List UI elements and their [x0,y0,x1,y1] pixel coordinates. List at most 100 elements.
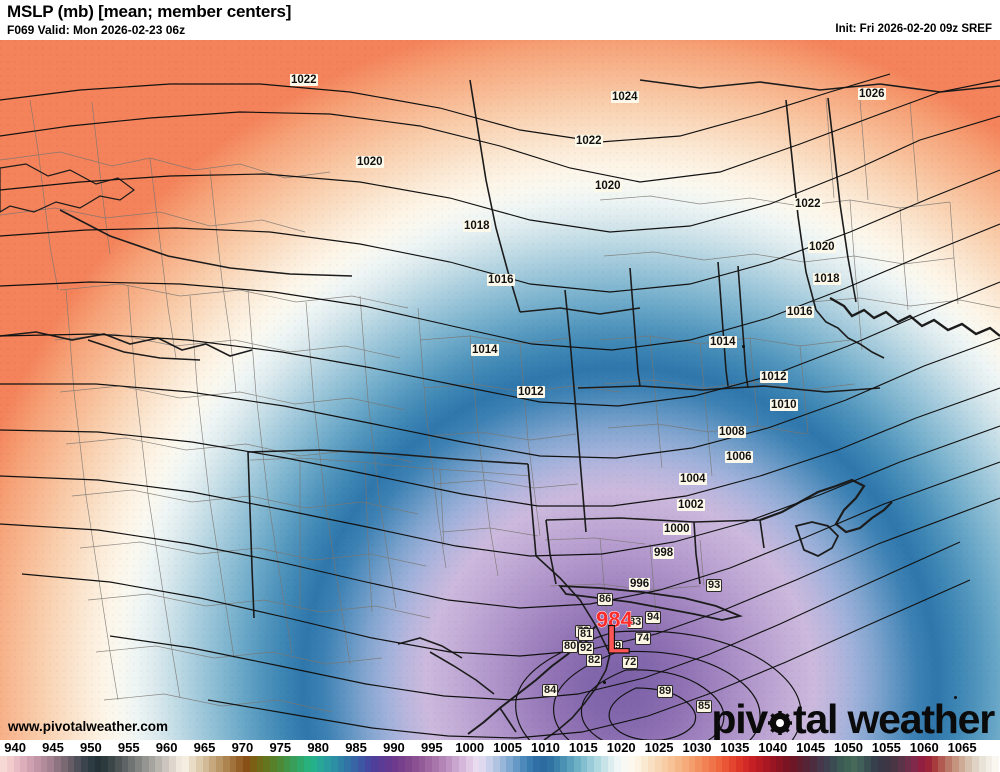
colorbar-swatch [756,756,763,772]
contour-label: 1020 [808,241,836,253]
colorbar-swatch [27,756,34,772]
colorbar-swatch [249,756,257,772]
colorbar-swatch [850,756,858,772]
colorbar-swatch [641,756,648,772]
colorbar-swatch [992,756,999,772]
colorbar-swatch [533,756,540,772]
colorbar-swatch [951,756,959,772]
colorbar-swatch [688,756,696,772]
colorbar-swatch [857,756,864,772]
colorbar-swatch [351,756,358,772]
colorbar-swatch [985,756,993,772]
isobar-lines [0,73,1000,740]
colorbar-swatch [33,756,41,772]
colorbar-swatch [675,756,682,772]
colorbar-swatch [843,756,851,772]
colorbar-swatch [506,756,513,772]
colorbar-tick: 940 [4,740,26,755]
colorbar-swatches[interactable] [0,756,1000,772]
colorbar-swatch [357,756,365,772]
colorbar-tick: 1005 [493,740,523,755]
colorbar-swatch [364,756,372,772]
colorbar-tick: 955 [117,740,140,755]
colorbar-swatch [432,756,439,772]
contour-label: 1014 [471,344,499,356]
center-pressure-label: 984 [596,607,634,633]
colorbar-swatch [600,756,608,772]
colorbar-swatch [189,756,196,772]
colorbar-swatch [222,756,230,772]
member-center-label: 72 [622,656,639,669]
colorbar-swatch [540,756,547,772]
colorbar-swatch [445,756,453,772]
colorbar-swatch [60,756,68,772]
colorbar-swatch [330,756,338,772]
colorbar-swatch [243,756,250,772]
colorbar-swatch [202,756,210,772]
colorbar-swatch [904,756,912,772]
colorbar-tick: 1045 [796,740,826,755]
colorbar-swatch [229,756,237,772]
colorbar-swatch [897,756,905,772]
colorbar-swatch [526,756,534,772]
colorbar-tick: 990 [383,740,405,755]
colorbar-swatch [74,756,81,772]
colorbar-swatch [411,756,419,772]
colorbar-swatch [837,756,844,772]
colorbar-swatch [465,756,473,772]
contour-label: 1012 [517,386,545,398]
forecast-valid-label: F069 Valid: Mon 2026-02-23 06z [7,23,186,37]
colorbar-tick: 985 [345,740,367,755]
colorbar-tick-labels: 940 945 950 955 960 965 970 975 980 985 990 995 1000… [0,740,1000,756]
colorbar-swatch [121,756,129,772]
contour-label: 1014 [709,336,737,348]
map-canvas[interactable]: 1022 1024 1026 1022 1020 1020 1022 1018 1020 1016… [0,40,1000,740]
contour-label: 1024 [611,91,639,103]
colorbar-swatch [290,756,297,772]
member-center-label: 83 [627,616,644,629]
member-center-label: 82 [586,654,603,667]
colorbar-tick: 1065 [947,740,977,755]
colorbar-swatch [162,756,169,772]
colorbar-swatch [216,756,223,772]
member-center-label: 74 [635,632,652,645]
colorbar-swatch [256,756,264,772]
colorbar-swatch [749,756,756,772]
colorbar-swatch [681,756,689,772]
colorbar-swatch [479,756,486,772]
member-center-label: 93 [706,579,723,592]
colorbar-swatch [654,756,662,772]
colorbar-swatch [573,756,581,772]
colorbar-swatch [519,756,527,772]
colorbar-swatch [546,756,554,772]
pivotal-weather-logo: piv tal weather [711,696,995,740]
contour-label: 1026 [858,88,886,100]
colorbar-tick: 970 [231,740,254,755]
contour-label: 1008 [718,426,746,438]
colorbar-swatch [6,756,14,772]
colorbar-swatch [742,756,750,772]
contour-label: 998 [653,547,675,559]
colorbar-swatch [141,756,149,772]
colorbar-swatch [40,756,48,772]
low-center-dot [603,681,606,684]
colorbar-swatch [695,756,702,772]
colorbar-swatch [94,756,102,772]
colorbar-swatch [54,756,61,772]
colorbar-swatch [317,756,324,772]
colorbar-swatch [627,756,635,772]
colorbar-swatch [560,756,567,772]
colorbar-swatch [708,756,716,772]
colorbar-swatch [567,756,574,772]
colorbar-swatch [924,756,932,772]
colorbar-swatch [762,756,770,772]
colorbar-swatch [155,756,162,772]
colorbar-swatch [108,756,115,772]
colorbar-swatch [195,756,203,772]
colorbar-swatch [830,756,837,772]
colorbar-swatch [729,756,736,772]
contour-label: 1020 [356,156,384,168]
colorbar-swatch [425,756,432,772]
member-center-label: 84 [542,684,559,697]
colorbar-tick: 950 [80,740,102,755]
